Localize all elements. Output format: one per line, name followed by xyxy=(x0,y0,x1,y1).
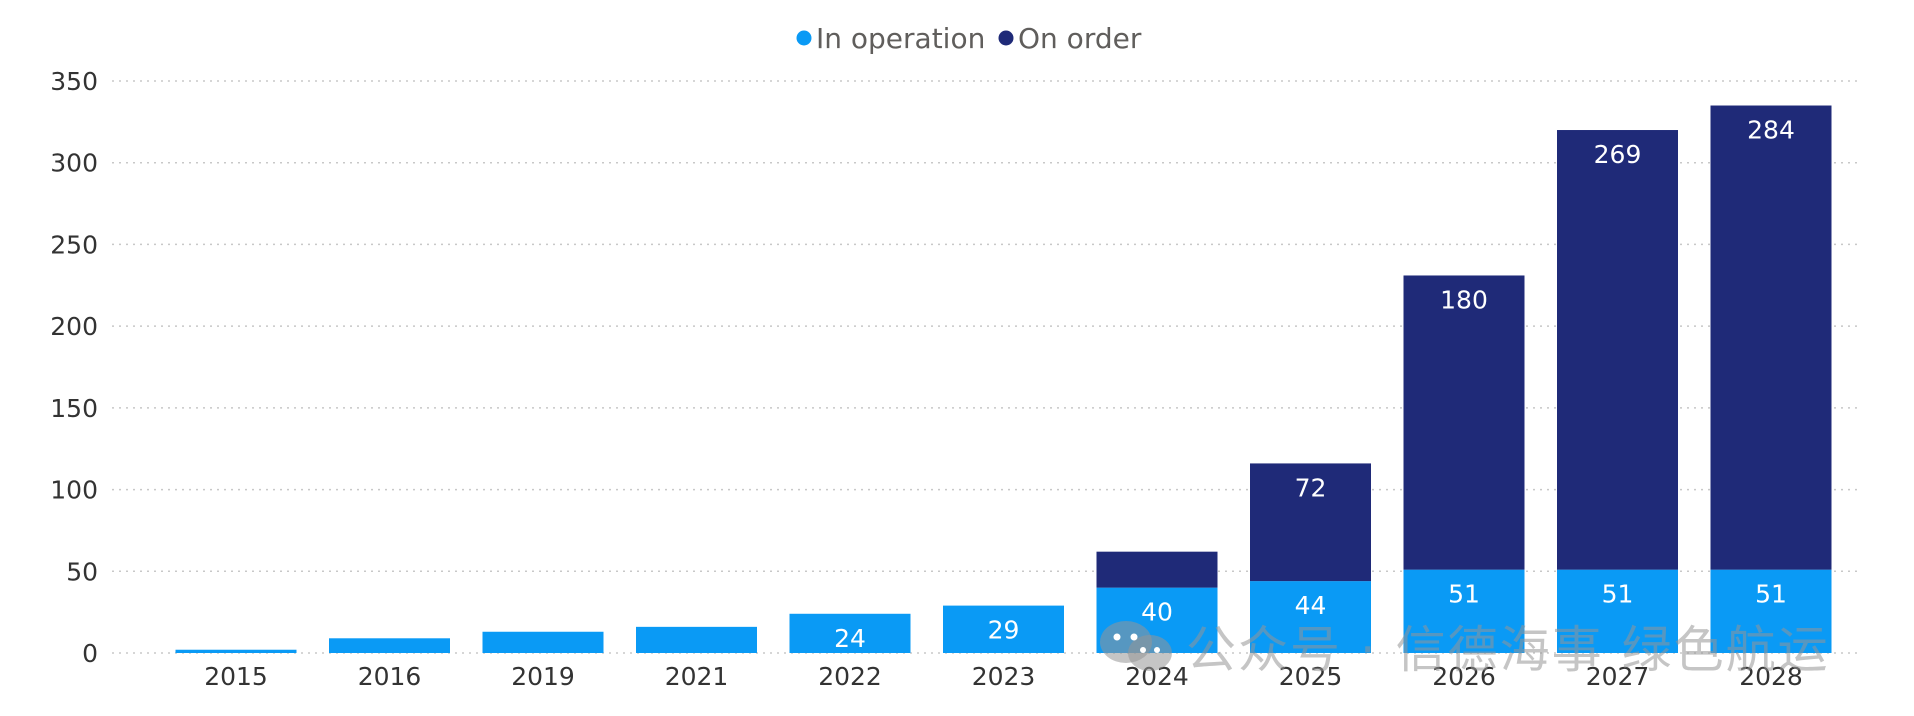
y-tick-label: 350 xyxy=(50,67,98,96)
x-tick-label: 2016 xyxy=(358,662,422,691)
bar-in-operation-2016[interactable] xyxy=(329,638,450,653)
x-tick-label: 2021 xyxy=(665,662,729,691)
bar-in-operation-2021[interactable] xyxy=(636,626,757,653)
x-tick-label: 2025 xyxy=(1279,662,1343,691)
bar-in-operation-2027[interactable] xyxy=(1557,569,1678,653)
legend-marker xyxy=(796,30,812,46)
wechat-icon xyxy=(1100,621,1172,671)
x-tick-label: 2028 xyxy=(1739,662,1803,691)
bar-on-order-2025[interactable] xyxy=(1250,463,1371,582)
data-label: 284 xyxy=(1747,116,1795,145)
legend-label[interactable]: On order xyxy=(1018,22,1142,55)
bar-on-order-2024[interactable] xyxy=(1096,551,1218,588)
x-tick-label: 2023 xyxy=(972,662,1036,691)
bar-in-operation-2019[interactable] xyxy=(482,631,604,653)
bar-in-operation-2015[interactable] xyxy=(175,649,297,653)
legend-label[interactable]: In operation xyxy=(816,22,985,55)
data-label: 72 xyxy=(1295,473,1327,502)
x-tick-label: 2019 xyxy=(511,662,575,691)
data-label: 269 xyxy=(1594,140,1642,169)
bars: 24 29 40 44 72 51 180 51 269 51 284 xyxy=(175,105,1832,653)
y-tick-label: 150 xyxy=(50,394,98,423)
y-tick-label: 0 xyxy=(82,639,98,668)
y-tick-label: 200 xyxy=(50,312,98,341)
x-tick-label: 2027 xyxy=(1586,662,1650,691)
bar-on-order-2026[interactable] xyxy=(1403,275,1525,570)
legend-marker xyxy=(998,30,1014,46)
data-label: 180 xyxy=(1440,285,1488,314)
bar-in-operation-2023[interactable] xyxy=(943,605,1064,653)
y-axis: 0 50 100 150 200 250 300 350 xyxy=(50,67,98,668)
bar-in-operation-2022[interactable] xyxy=(789,613,911,653)
data-label: 24 xyxy=(834,624,866,653)
bar-in-operation-2028[interactable] xyxy=(1710,569,1832,653)
data-label: 51 xyxy=(1755,580,1787,609)
data-label: 29 xyxy=(988,616,1020,645)
x-axis: 2015 2016 2019 2021 2022 2023 2024 2025 2026 2027… xyxy=(204,662,1803,691)
y-tick-label: 50 xyxy=(66,557,98,586)
data-label: 51 xyxy=(1448,580,1480,609)
data-label: 51 xyxy=(1602,580,1634,609)
x-tick-label: 2015 xyxy=(204,662,268,691)
bar-in-operation-2025[interactable] xyxy=(1250,581,1371,653)
watermark: 公众号 · 信德海事 绿色航运 xyxy=(1098,610,1830,682)
data-label: 40 xyxy=(1141,598,1173,627)
y-tick-label: 300 xyxy=(50,149,98,178)
bar-in-operation-2026[interactable] xyxy=(1403,569,1525,653)
watermark-text: 公众号 · 信德海事 绿色航运 xyxy=(1186,621,1830,679)
x-tick-label: 2022 xyxy=(818,662,882,691)
bar-on-order-2027[interactable] xyxy=(1557,130,1678,570)
bar-on-order-2028[interactable] xyxy=(1710,105,1832,570)
data-label: 44 xyxy=(1295,591,1327,620)
legend: In operation On order xyxy=(796,22,1142,55)
y-tick-label: 100 xyxy=(50,476,98,505)
x-tick-label: 2026 xyxy=(1432,662,1496,691)
y-tick-label: 250 xyxy=(50,230,98,259)
